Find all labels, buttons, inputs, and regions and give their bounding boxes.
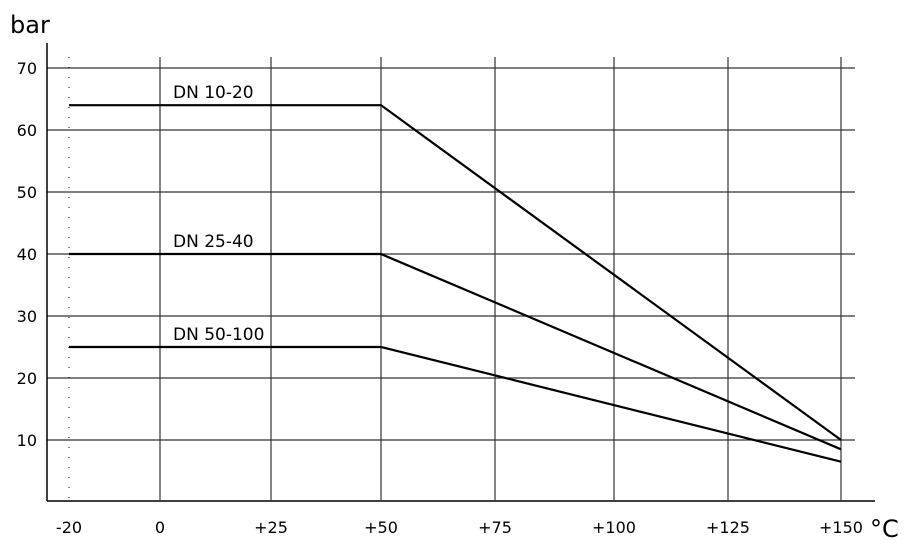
series-label: DN 10-20	[173, 83, 254, 103]
y-tick-label: 70	[17, 59, 37, 78]
x-tick-label: -20	[56, 518, 82, 537]
y-tick-label: 50	[17, 183, 37, 202]
y-tick-label: 60	[17, 121, 37, 140]
series-label: DN 50-100	[173, 325, 264, 345]
y-tick-label: 40	[17, 245, 37, 264]
x-tick-label: +50	[364, 518, 398, 537]
y-tick-label: 30	[17, 307, 37, 326]
x-axis-label: °C	[870, 515, 899, 543]
series-label: DN 25-40	[173, 232, 254, 252]
x-tick-label: +75	[478, 518, 512, 537]
y-tick-label: 10	[17, 431, 37, 450]
x-tick-label: +150	[819, 518, 863, 537]
labels: 10 20 30 40 50 60 70 -20 0 +25 +50 +75 +100 +125 +150 D…	[17, 59, 863, 537]
x-tick-label: 0	[155, 518, 165, 537]
axes	[46, 43, 875, 502]
x-tick-label: +100	[592, 518, 636, 537]
x-tick-label: +125	[706, 518, 750, 537]
series-line	[69, 252, 842, 451]
y-tick-label: 20	[17, 369, 37, 388]
series-lines	[69, 104, 842, 463]
series-line	[69, 104, 842, 441]
grid	[47, 57, 855, 500]
y-axis-label: bar	[10, 11, 50, 39]
x-tick-label: +25	[254, 518, 288, 537]
series-line	[69, 345, 842, 463]
